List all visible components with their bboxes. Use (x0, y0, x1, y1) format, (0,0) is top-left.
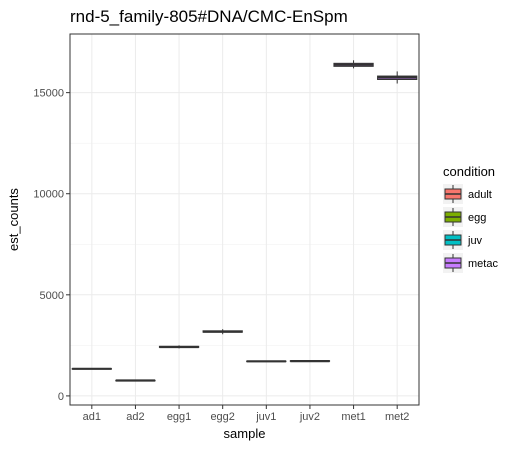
x-tick-label: egg1 (167, 411, 191, 423)
legend-item-adult: adult (443, 184, 492, 204)
boxplot-juv2 (289, 360, 331, 363)
boxplot-ad1 (71, 367, 112, 370)
x-tick-label: ad2 (126, 411, 144, 423)
x-tick-label: juv1 (255, 411, 276, 423)
x-tick-label: egg2 (210, 411, 234, 423)
legend-item-egg: egg (443, 207, 486, 227)
legend-label: adult (468, 189, 492, 201)
legend-label: juv (467, 235, 483, 247)
plot-border (69, 33, 420, 406)
legend-item-juv: juv (443, 230, 483, 250)
y-axis-title: est_counts (6, 188, 21, 251)
boxplot-met2 (377, 71, 418, 84)
plot-panel (70, 34, 419, 405)
boxplot-juv1 (246, 360, 287, 363)
legend-title: condition (443, 164, 495, 179)
y-tick-label: 10000 (33, 189, 64, 201)
x-tick-label: met1 (341, 411, 365, 423)
boxplots (71, 60, 418, 382)
legend-item-metac: metac (443, 253, 498, 273)
boxplot-met1 (333, 60, 374, 69)
x-tick-label: met2 (385, 411, 409, 423)
boxplot-ad2 (115, 379, 156, 382)
x-axis-title: sample (224, 426, 266, 441)
boxplot-egg1 (158, 345, 200, 349)
y-tick-label: 15000 (33, 88, 64, 100)
x-tick-label: ad1 (83, 411, 101, 423)
x-tick-label: juv2 (299, 411, 320, 423)
legend-label: metac (468, 258, 498, 270)
chart-title: rnd-5_family-805#DNA/CMC-EnSpm (70, 7, 348, 26)
legend-label: egg (468, 212, 486, 224)
gridlines (70, 34, 419, 405)
y-tick-label: 0 (58, 391, 64, 403)
axes: 0 5000 10000 15000 ad1 ad2 egg1 egg2 juv1 juv2 met… (33, 88, 409, 423)
legend: condition adult egg juv metac (443, 164, 498, 273)
boxplot-egg2 (202, 329, 243, 335)
y-tick-label: 5000 (40, 290, 64, 302)
